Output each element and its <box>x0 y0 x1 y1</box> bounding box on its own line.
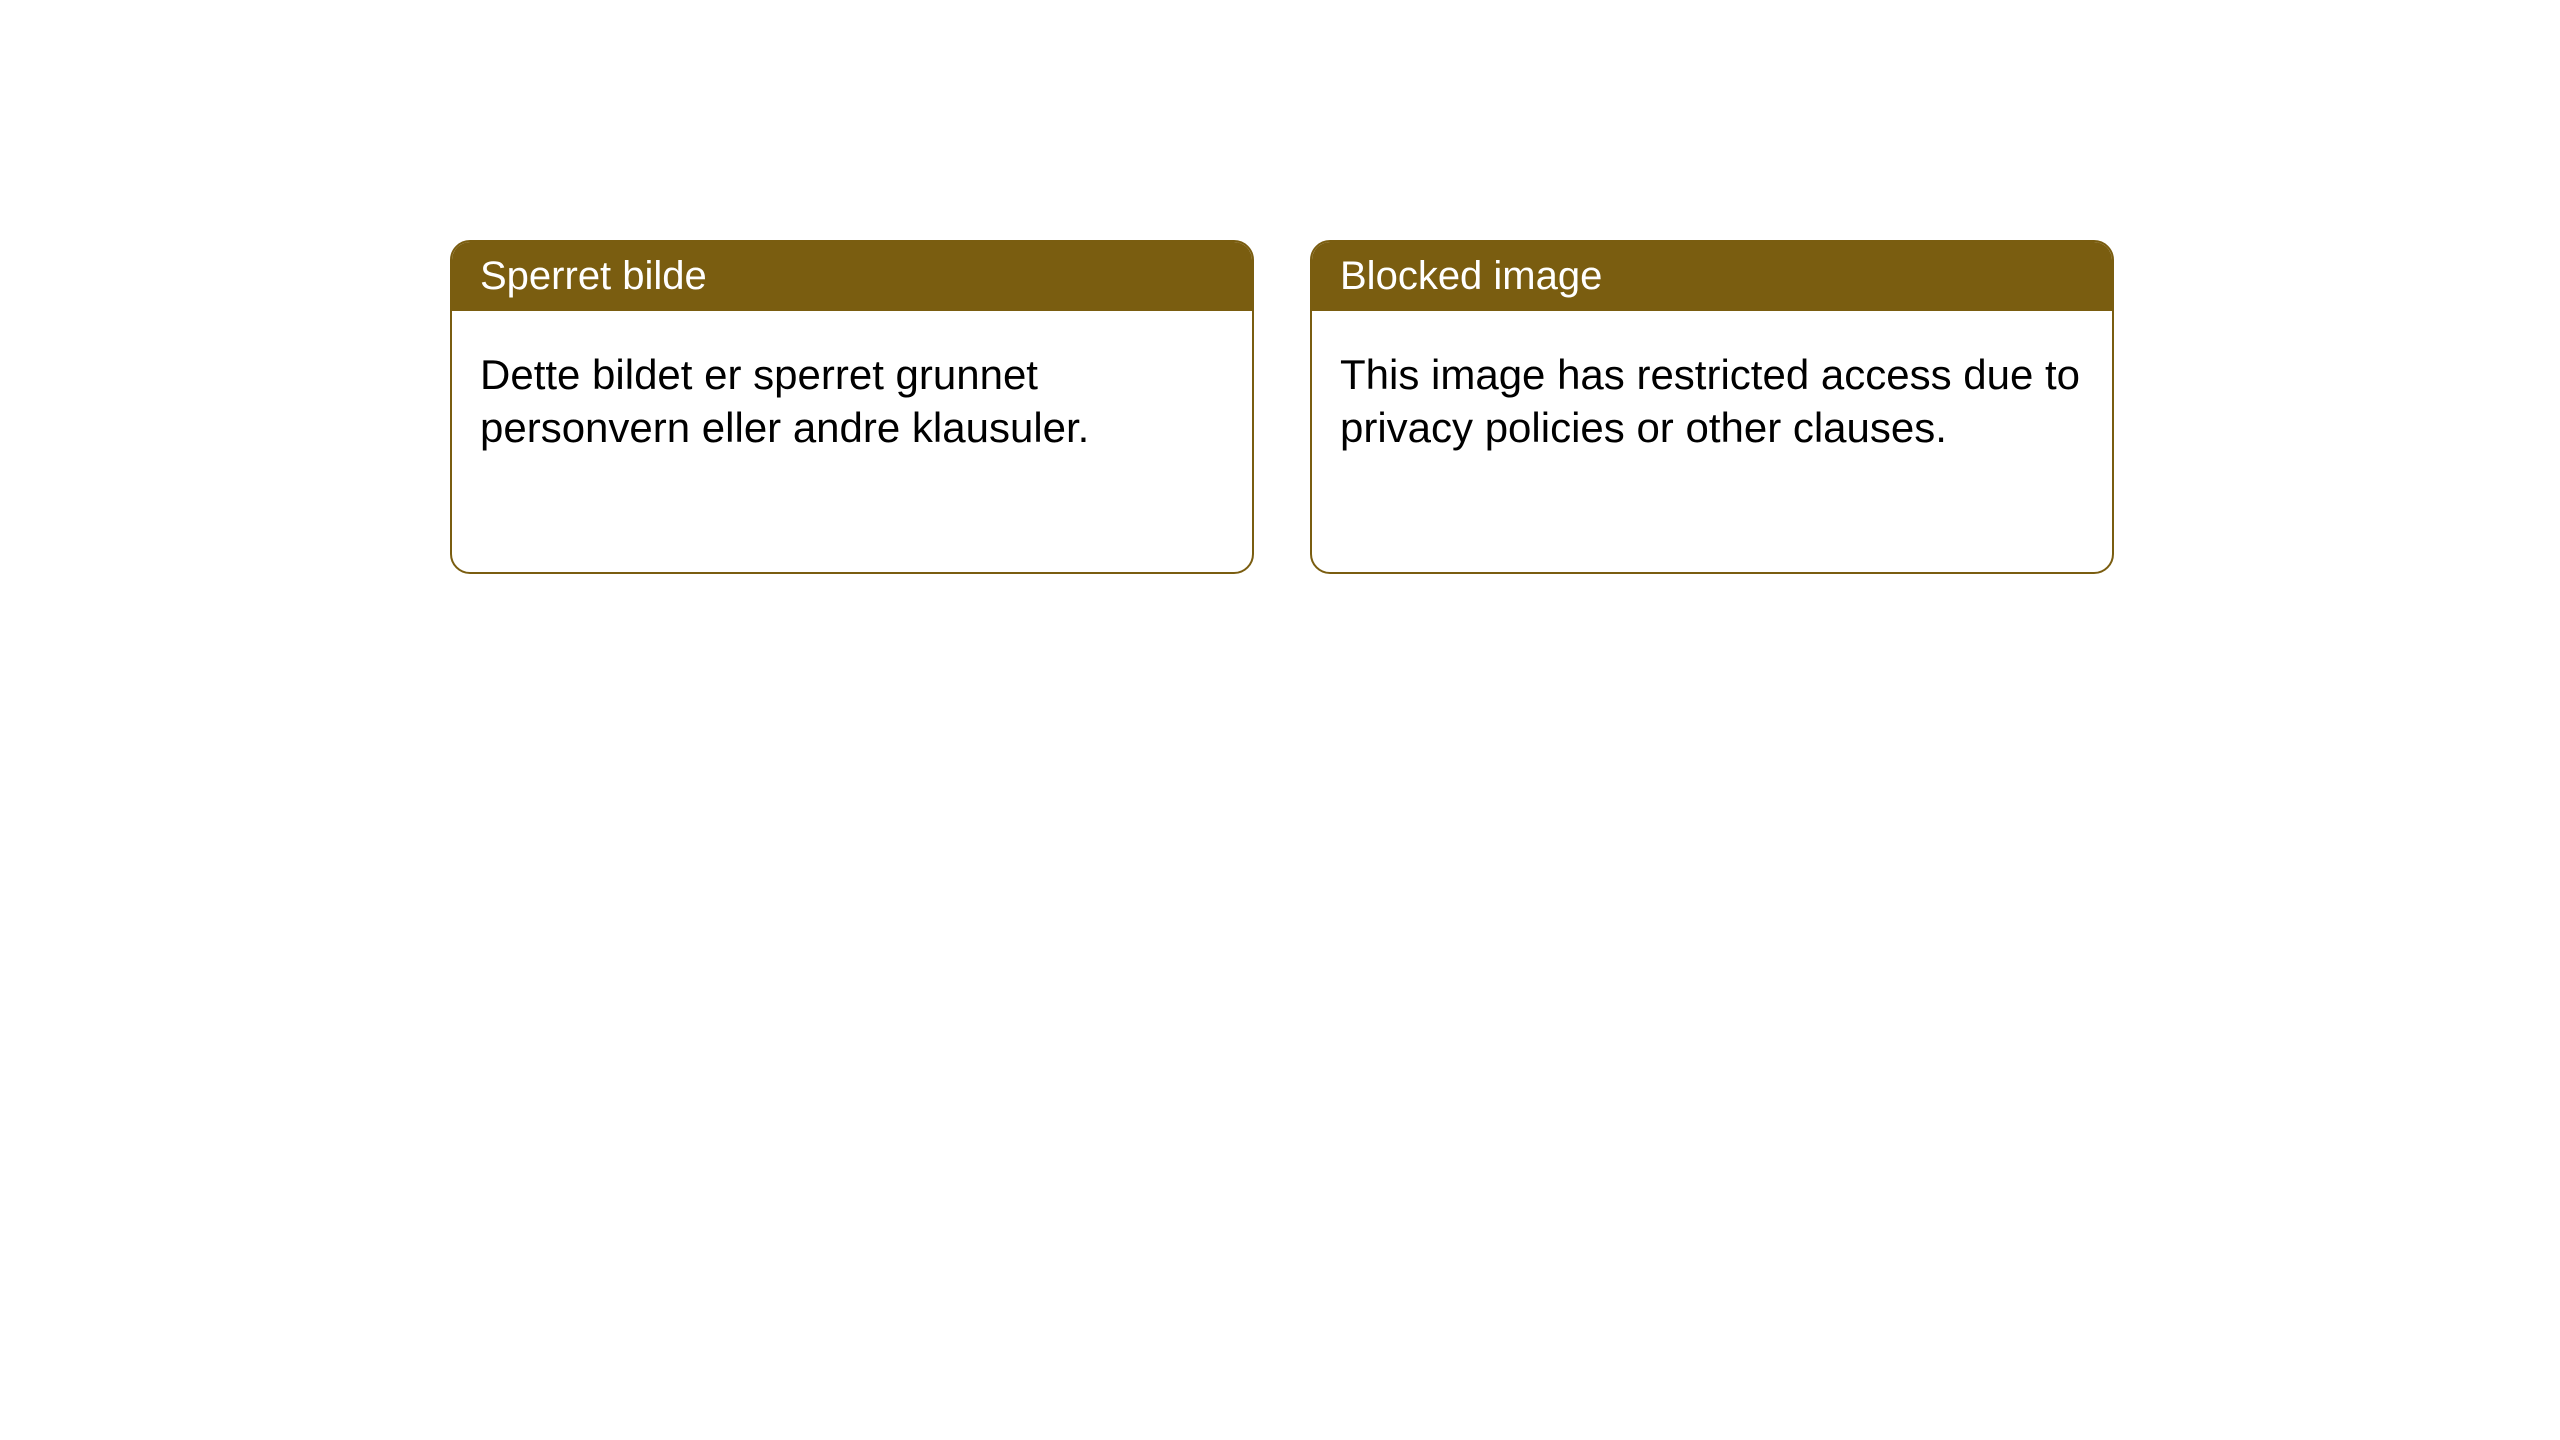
notice-body: Dette bildet er sperret grunnet personve… <box>452 311 1252 492</box>
notice-card-english: Blocked image This image has restricted … <box>1310 240 2114 574</box>
notice-header: Sperret bilde <box>452 242 1252 311</box>
notice-container: Sperret bilde Dette bildet er sperret gr… <box>450 240 2114 574</box>
notice-header: Blocked image <box>1312 242 2112 311</box>
notice-card-norwegian: Sperret bilde Dette bildet er sperret gr… <box>450 240 1254 574</box>
notice-body: This image has restricted access due to … <box>1312 311 2112 492</box>
